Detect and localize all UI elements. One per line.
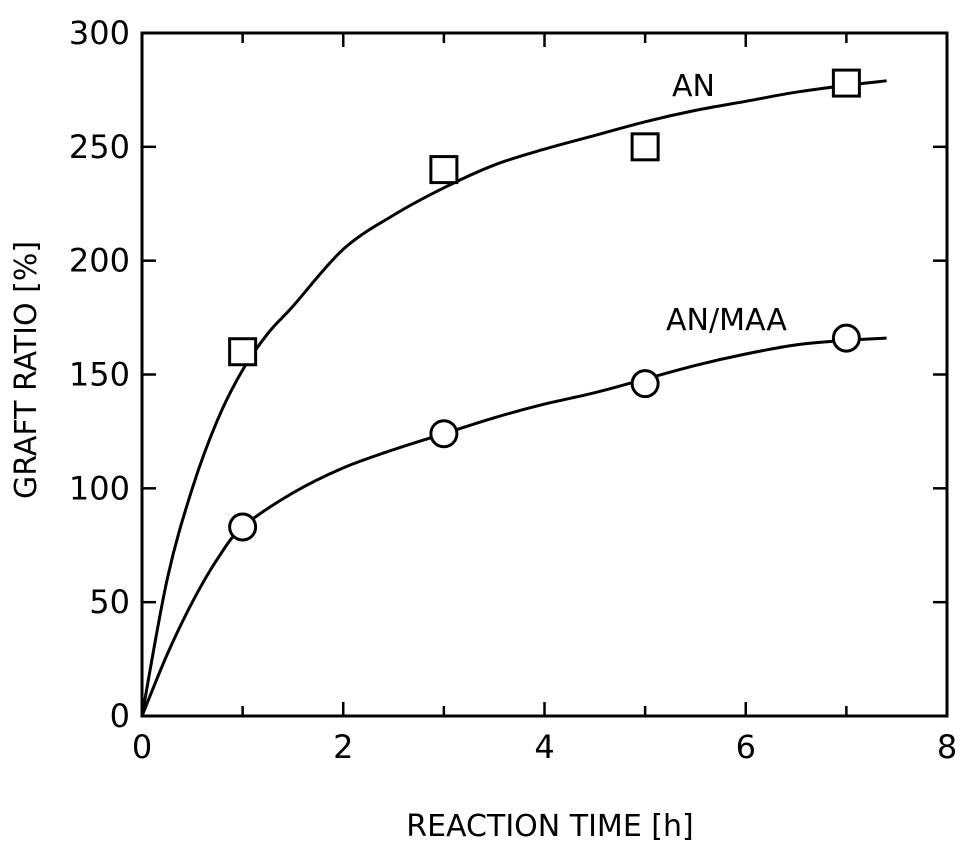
- series-label-an-maa: AN/MAA: [666, 303, 787, 338]
- markers: [228, 68, 861, 542]
- x-tick-label: 4: [534, 728, 554, 766]
- x-axis-title: REACTION TIME [h]: [406, 809, 693, 844]
- fit-curve-series-0: [140, 79, 887, 717]
- data-point-circle: [831, 323, 861, 353]
- data-point-square: [429, 155, 459, 185]
- y-tick-label: 150: [69, 356, 130, 394]
- y-tick-label: 50: [89, 583, 130, 621]
- x-tick-label: 2: [333, 728, 353, 766]
- y-tick-label: 300: [69, 14, 130, 52]
- data-point-circle: [630, 369, 660, 399]
- y-tick-label: 250: [69, 128, 130, 166]
- data-point-square: [831, 68, 861, 98]
- tick-labels: 0 2 4 6 8 0 50 100 150 200 250 300: [69, 14, 957, 766]
- x-tick-label: 6: [736, 728, 756, 766]
- fit-curve-series-1: [140, 336, 887, 717]
- y-tick-label: 0: [110, 697, 130, 735]
- data-point-square: [228, 337, 258, 367]
- ticks: [140, 31, 949, 718]
- x-tick-label: 8: [937, 728, 957, 766]
- data-point-square: [630, 132, 660, 162]
- data-point-circle: [228, 512, 258, 542]
- y-tick-label: 200: [69, 242, 130, 280]
- plot-frame: [140, 31, 949, 718]
- fit-curves: [140, 79, 887, 717]
- data-point-circle: [429, 419, 459, 449]
- y-tick-label: 100: [69, 469, 130, 507]
- series-label-an: AN: [672, 69, 715, 104]
- y-axis-title: GRAFT RATIO [%]: [9, 241, 44, 499]
- x-tick-label: 0: [132, 728, 152, 766]
